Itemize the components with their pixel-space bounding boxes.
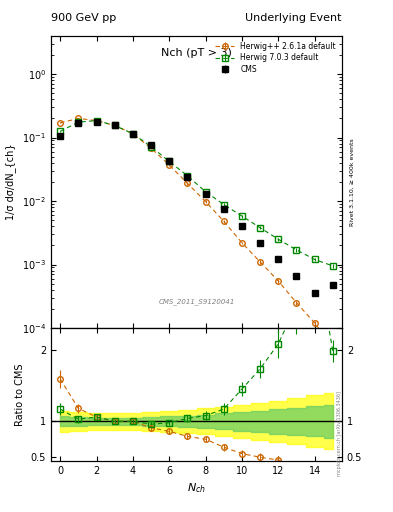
Text: mcplots.cern.ch [arXiv:1306.3436]: mcplots.cern.ch [arXiv:1306.3436] bbox=[337, 391, 342, 476]
Text: Underlying Event: Underlying Event bbox=[245, 13, 342, 23]
Legend: Herwig++ 2.6.1a default, Herwig 7.0.3 default, CMS: Herwig++ 2.6.1a default, Herwig 7.0.3 de… bbox=[213, 39, 338, 76]
Y-axis label: Ratio to CMS: Ratio to CMS bbox=[15, 363, 25, 425]
Text: CMS_2011_S9120041: CMS_2011_S9120041 bbox=[158, 298, 235, 305]
Text: 900 GeV pp: 900 GeV pp bbox=[51, 13, 116, 23]
X-axis label: $N_{ch}$: $N_{ch}$ bbox=[187, 481, 206, 495]
Text: Nch (pT > 3): Nch (pT > 3) bbox=[161, 48, 232, 57]
Y-axis label: 1/σ dσ/dN_{ch}: 1/σ dσ/dN_{ch} bbox=[6, 143, 17, 220]
Y-axis label: Rivet 3.1.10, ≥ 400k events: Rivet 3.1.10, ≥ 400k events bbox=[349, 138, 354, 226]
